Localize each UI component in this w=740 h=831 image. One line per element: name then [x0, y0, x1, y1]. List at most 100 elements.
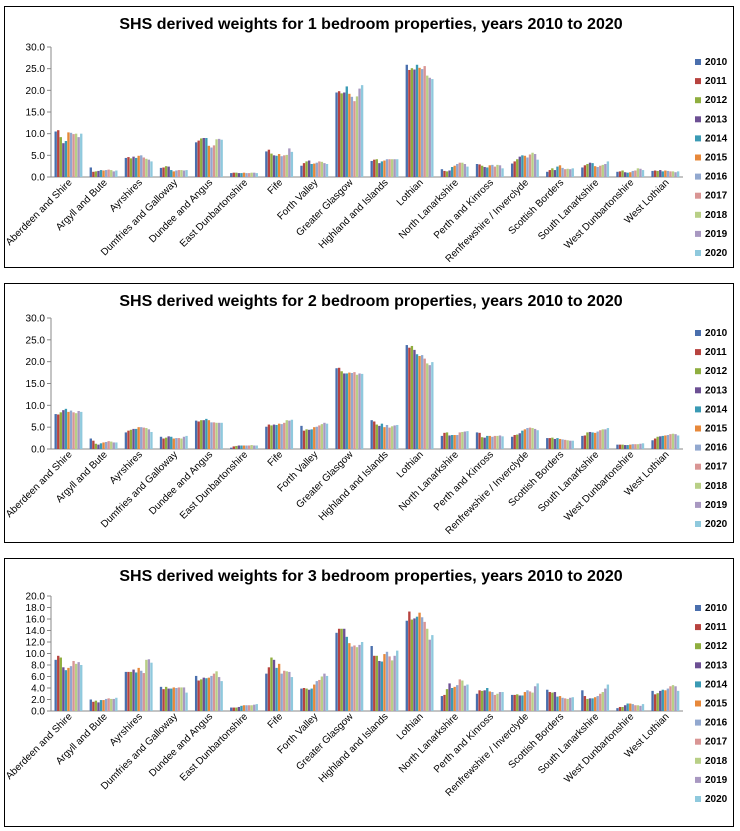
bar-2019: [77, 411, 80, 449]
bar-2020: [676, 690, 680, 712]
bar-2018: [320, 161, 324, 177]
bar-2019: [182, 436, 186, 449]
chart-panel-1-bedroom: SHS derived weights for 1 bedroom proper…: [4, 6, 734, 268]
bar-2012: [621, 706, 624, 711]
bar-2016: [561, 167, 564, 177]
bar-2016: [350, 646, 354, 711]
bar-2018: [285, 420, 288, 449]
bar-2017: [107, 169, 110, 177]
bar-2018: [145, 659, 148, 711]
bar-2016: [526, 428, 529, 449]
bar-2012: [270, 425, 273, 449]
bar-2016: [596, 431, 599, 449]
bar-2018: [671, 171, 675, 177]
category-label: Lothian: [395, 449, 426, 480]
bar-2015: [207, 420, 211, 449]
bar-2016: [631, 170, 634, 177]
y-tick-label: 25.0: [26, 335, 46, 346]
bar-2014: [64, 408, 68, 449]
bar-2010: [370, 646, 373, 711]
bar-2017: [634, 444, 637, 449]
bar-2014: [415, 616, 419, 711]
bar-2012: [410, 345, 414, 449]
bar-2014: [134, 428, 138, 449]
category-label: Lothian: [395, 177, 426, 208]
bar-2015: [488, 691, 491, 711]
bar-2016: [104, 170, 108, 177]
bar-2011: [232, 446, 235, 449]
bar-2018: [671, 685, 675, 712]
bar-2015: [593, 166, 597, 177]
bar-2018: [566, 698, 569, 711]
bar-2011: [197, 680, 200, 711]
bar-2018: [110, 170, 113, 177]
bar-2020: [466, 431, 469, 449]
legend-swatch: [695, 605, 701, 611]
bar-2016: [210, 147, 213, 177]
bar-2020: [501, 692, 504, 711]
bar-2017: [599, 165, 602, 177]
bar-2014: [345, 636, 348, 711]
bar-2010: [581, 435, 584, 449]
bar-2013: [202, 677, 205, 711]
bar-2017: [599, 430, 602, 449]
bar-2018: [531, 692, 534, 711]
bar-2015: [348, 372, 351, 449]
bar-2017: [563, 439, 567, 449]
bar-2017: [318, 425, 321, 449]
bar-2015: [242, 705, 246, 711]
bar-2012: [59, 412, 62, 449]
bar-2014: [591, 432, 594, 449]
bar-2016: [561, 439, 564, 449]
bar-2011: [92, 171, 95, 177]
bar-2010: [159, 167, 163, 177]
bar-2015: [172, 171, 175, 177]
y-tick-label: 0.0: [31, 445, 45, 456]
bar-2011: [92, 440, 95, 449]
bar-2015: [137, 155, 140, 177]
y-tick-label: 15.0: [26, 108, 46, 119]
category-label: South Lanarkshire: [536, 711, 601, 776]
bar-2012: [340, 371, 343, 449]
bar-2016: [69, 666, 73, 711]
bar-2019: [358, 373, 361, 449]
legend-entry: 2018: [705, 481, 728, 492]
chart-title: SHS derived weights for 1 bedroom proper…: [119, 16, 622, 33]
bar-2020: [255, 704, 258, 711]
bar-2014: [64, 670, 68, 711]
bar-2020: [431, 635, 434, 711]
bar-2011: [57, 414, 60, 449]
bar-2011: [478, 690, 481, 711]
bar-2019: [147, 659, 151, 711]
bar-2013: [97, 170, 100, 177]
bar-2020: [290, 419, 294, 449]
legend-entry: 2012: [705, 95, 728, 106]
bar-2017: [142, 673, 145, 711]
bar-2018: [566, 168, 569, 177]
bar-2018: [671, 433, 675, 449]
legend-swatch: [695, 250, 701, 256]
bar-2020: [290, 151, 294, 177]
category-label: Highland and Islands: [317, 177, 391, 251]
bar-2012: [340, 93, 343, 177]
y-tick-label: 15.0: [26, 379, 46, 390]
bar-2015: [664, 435, 667, 449]
legend-entry: 2017: [705, 191, 728, 202]
bar-2019: [674, 434, 677, 449]
category-label: Fife: [266, 449, 286, 469]
bar-2012: [270, 153, 273, 177]
bar-2018: [215, 671, 218, 711]
bar-2018: [531, 152, 534, 177]
legend-entry: 2014: [705, 133, 728, 144]
bar-2017: [247, 445, 251, 449]
bar-2012: [200, 420, 203, 449]
bar-2011: [232, 707, 235, 711]
bar-2016: [561, 697, 564, 711]
bar-2017: [107, 441, 110, 449]
bar-2019: [463, 431, 467, 449]
bar-2015: [488, 435, 491, 449]
bar-2012: [410, 68, 414, 177]
bar-2018: [601, 429, 604, 449]
bar-2014: [591, 698, 594, 711]
bar-2017: [634, 705, 637, 711]
